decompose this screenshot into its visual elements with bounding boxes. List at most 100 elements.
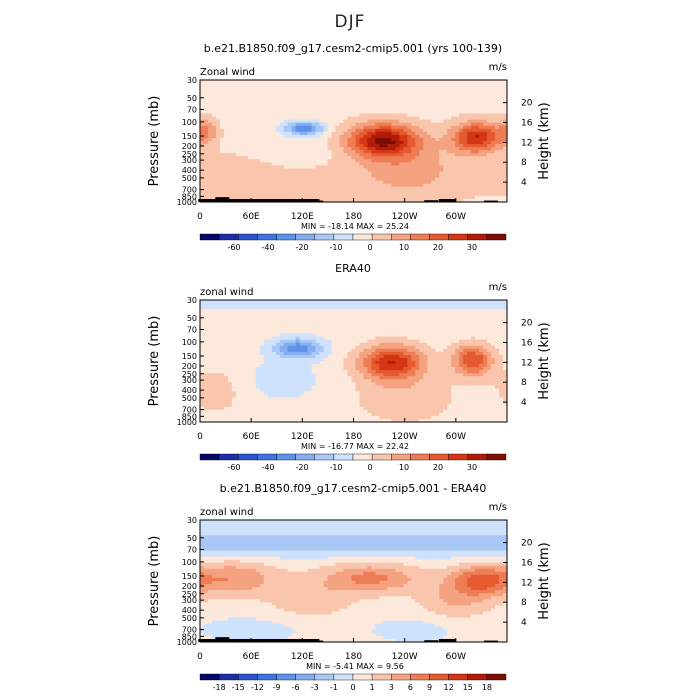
field-cell [375, 86, 381, 90]
field-cell [359, 137, 365, 142]
field-cell [423, 95, 428, 99]
field-cell [407, 86, 412, 90]
field-cell [491, 110, 496, 115]
field-cell [259, 113, 265, 118]
field-cell [327, 147, 333, 151]
field-cell [287, 128, 293, 133]
field-cell [391, 92, 396, 96]
field-cell [323, 83, 329, 87]
field-cell [303, 147, 309, 151]
field-cell [503, 125, 508, 130]
field-cell [491, 119, 496, 124]
field-cell [275, 116, 281, 121]
field-cell [243, 86, 249, 90]
field-cell [383, 83, 388, 87]
field-cell [399, 113, 404, 118]
field-cell [399, 125, 404, 130]
field-cell [331, 131, 337, 136]
field-cell [223, 107, 229, 112]
field-cell [259, 89, 265, 93]
field-cell [219, 131, 225, 136]
field-cell [463, 147, 468, 151]
panel-1-title: b.e21.B1850.f09_g17.cesm2-cmip5.001 (yrs… [204, 42, 502, 55]
field-cell [255, 134, 261, 139]
field-cell [347, 141, 353, 145]
field-cell [359, 122, 365, 127]
field-cell [339, 147, 345, 151]
field-cell [239, 147, 245, 151]
field-cell [251, 92, 257, 96]
field-cell [247, 113, 253, 118]
field-cell [319, 119, 325, 124]
field-cell [367, 92, 373, 96]
field-cell [455, 101, 460, 105]
field-cell [227, 141, 233, 145]
field-cell [323, 113, 329, 118]
field-cell [291, 98, 297, 102]
field-cell [263, 98, 269, 102]
field-cell [251, 131, 257, 136]
field-cell [235, 131, 241, 136]
field-cell [211, 122, 217, 127]
field-cell [399, 83, 404, 87]
field-cell [219, 101, 225, 105]
field-cell [463, 141, 468, 145]
field-cell [427, 122, 432, 127]
field-cell [375, 125, 381, 130]
field-cell [263, 144, 269, 148]
field-cell [379, 95, 385, 99]
field-cell [315, 125, 321, 130]
field-cell [235, 104, 241, 109]
field-cell [200, 80, 205, 84]
field-cell [339, 95, 345, 99]
field-cell [311, 128, 317, 133]
field-cell [223, 83, 229, 87]
field-cell [427, 113, 432, 118]
field-cell [355, 95, 361, 99]
field-cell [279, 141, 285, 145]
field-cell [263, 110, 269, 115]
field-cell [267, 113, 273, 118]
field-cell [343, 147, 349, 151]
field-cell [435, 89, 440, 93]
field-cell [263, 92, 269, 96]
field-cell [407, 110, 412, 115]
field-cell [431, 113, 436, 118]
field-cell [435, 147, 440, 151]
field-cell [475, 125, 480, 130]
field-cell [419, 131, 424, 136]
field-cell [371, 86, 377, 90]
field-cell [283, 98, 289, 102]
field-cell [463, 110, 468, 115]
field-cell [267, 104, 273, 109]
field-cell [407, 134, 412, 139]
field-cell [239, 141, 245, 145]
field-cell [207, 89, 213, 93]
field-cell [419, 144, 424, 148]
field-cell [355, 116, 361, 121]
field-cell [311, 95, 317, 99]
field-cell [227, 122, 233, 127]
field-cell [363, 119, 369, 124]
field-cell [427, 137, 432, 142]
field-cell [359, 80, 365, 84]
field-cell [395, 131, 400, 136]
field-cell [267, 86, 273, 90]
field-cell [291, 150, 297, 154]
field-cell [275, 110, 281, 115]
field-cell [327, 107, 333, 112]
field-cell [487, 110, 492, 115]
field-cell [439, 92, 444, 96]
field-cell [431, 137, 436, 142]
field-cell [311, 83, 317, 87]
field-cell [487, 86, 492, 90]
field-cell [491, 147, 496, 151]
field-cell [251, 98, 257, 102]
field-cell [447, 144, 452, 148]
field-cell [459, 95, 464, 99]
field-cell [311, 147, 317, 151]
field-cell [451, 98, 456, 102]
field-cell [283, 86, 289, 90]
field-cell [399, 80, 404, 84]
field-cell [200, 86, 205, 90]
